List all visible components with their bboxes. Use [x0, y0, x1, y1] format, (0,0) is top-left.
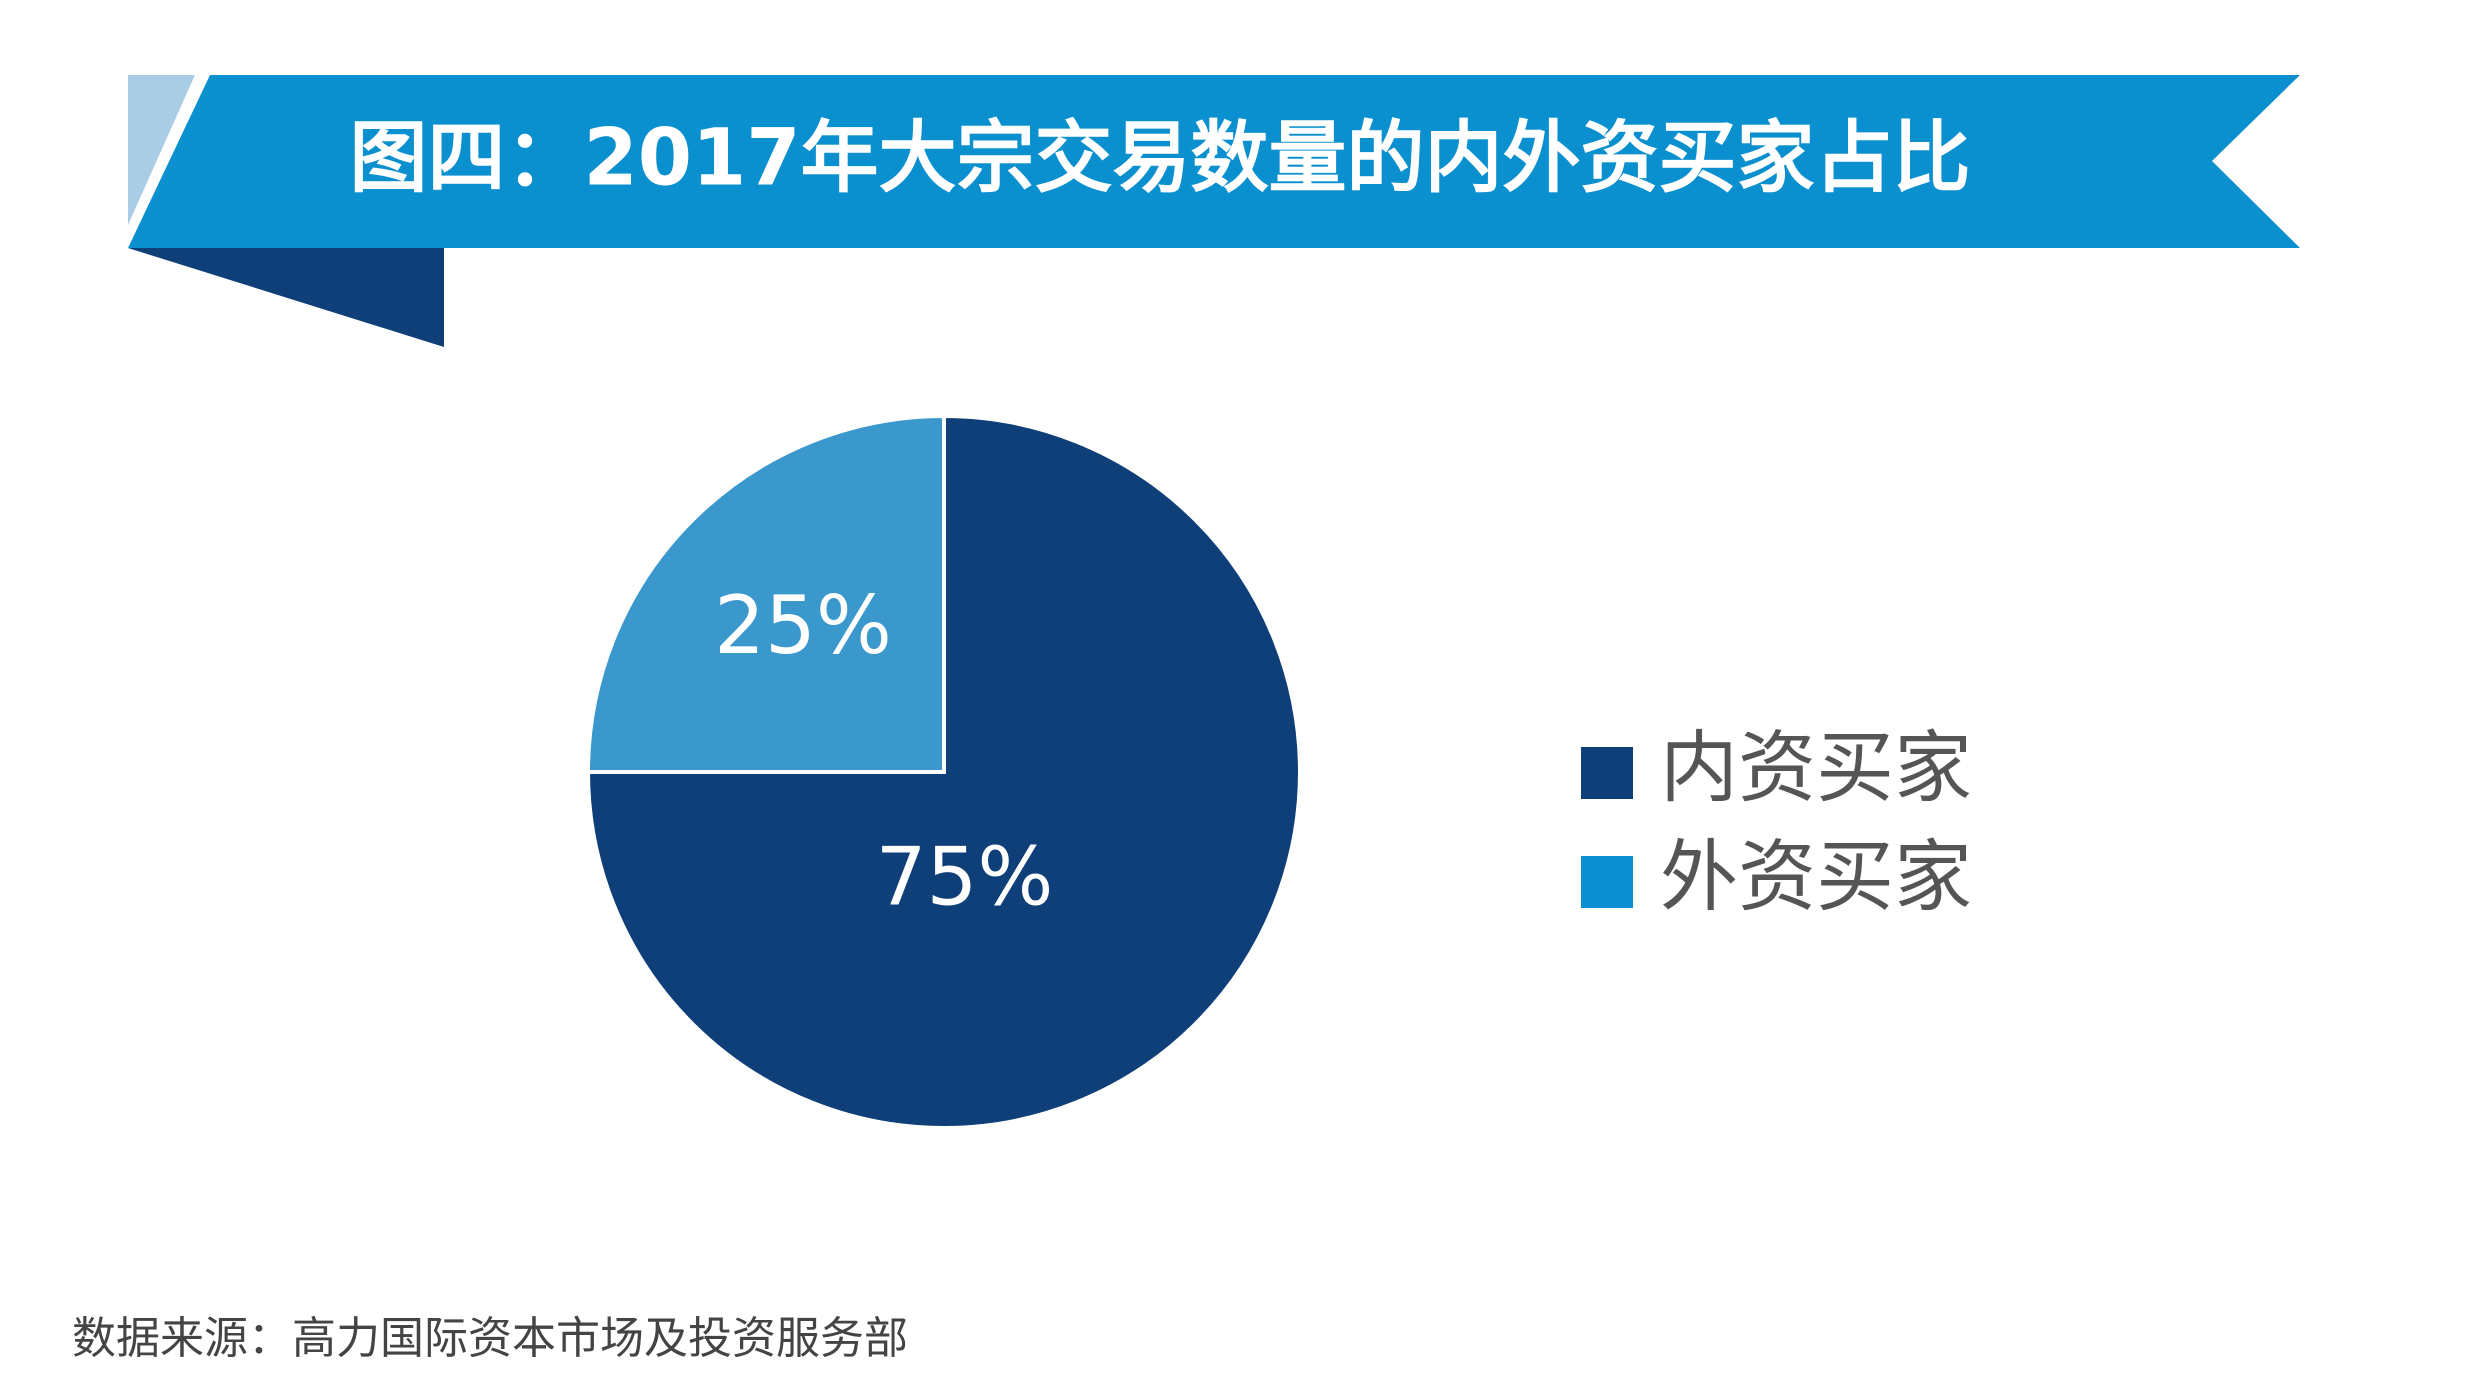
legend-label: 内资买家	[1660, 723, 1972, 813]
banner	[128, 75, 2300, 248]
chart-title: 图四：2017年大宗交易数量的内外资买家占比	[349, 113, 1970, 203]
legend-swatch	[1581, 856, 1633, 908]
data-label: 25%	[714, 579, 892, 672]
data-label: 75%	[876, 830, 1054, 923]
pie-slice	[585, 413, 946, 774]
source-note: 数据来源：高力国际资本市场及投资服务部	[72, 1313, 908, 1364]
legend-label: 外资买家	[1660, 832, 1972, 922]
legend-swatch	[1581, 747, 1633, 799]
banner-accent	[128, 75, 195, 225]
pie-slice	[585, 413, 1302, 1130]
banner-tail	[128, 248, 444, 347]
